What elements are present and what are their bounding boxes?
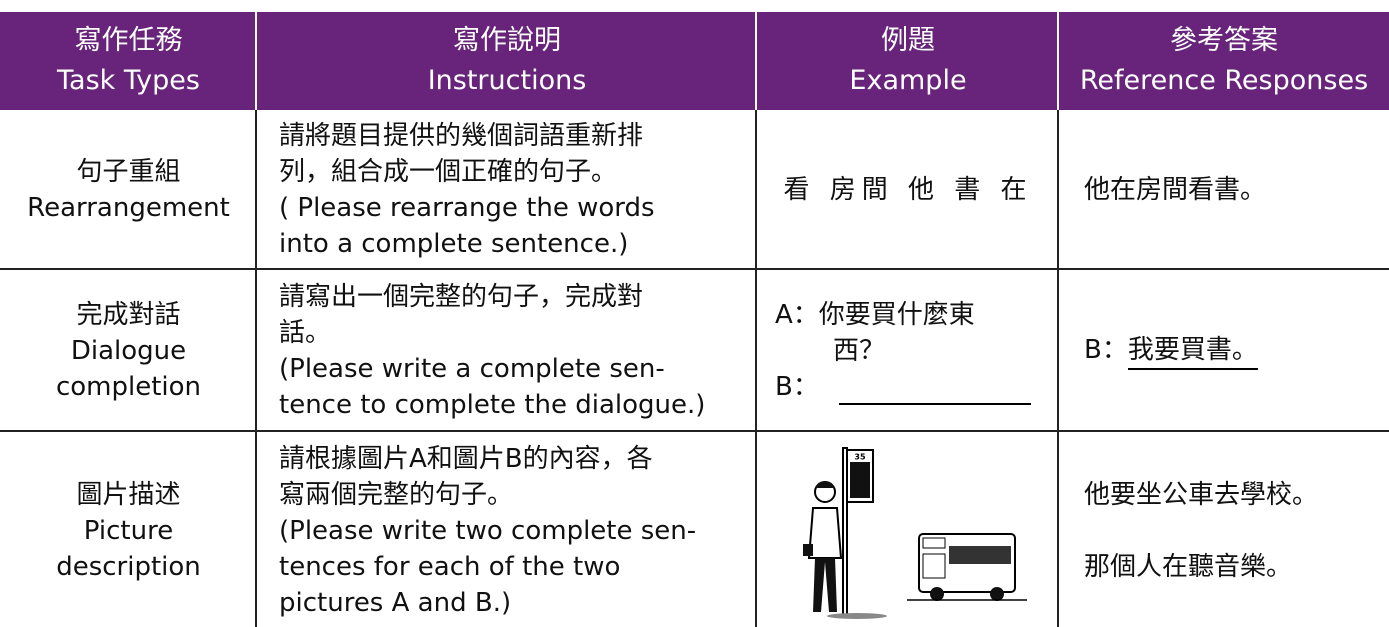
text-line: 看 房間 他 書 在 (783, 175, 1033, 205)
cell: A：你要買什麼東西？ B： (757, 270, 1059, 432)
header-cell: 參考答案 Reference Responses (1059, 12, 1389, 110)
text-line: Picture (83, 515, 174, 546)
cell: 句子重組 Rearrangement (0, 112, 257, 268)
text-line: (Please write a complete sen- (279, 354, 665, 384)
cell: 請將題目提供的幾個詞語重新排 列，組合成一個正確的句子。 ( Please rear… (257, 112, 757, 268)
header-cell: 例題 Example (757, 12, 1059, 110)
row-divider (0, 430, 1389, 432)
cell: 請根據圖片A和圖片B的內容，各 寫兩個完整的句子。 (Please write tw… (257, 434, 757, 627)
header-divider (255, 12, 257, 110)
header-en: Reference Responses (1079, 65, 1369, 96)
cell: 他要坐公車去學校。 那個人在聽音樂。 (1059, 434, 1389, 627)
text-line: Rearrangement (27, 193, 230, 223)
cell: 圖片描述 Picture description (0, 434, 257, 627)
text-line: (Please write two complete sen- (279, 515, 697, 546)
header-cell: 寫作任務 Task Types (0, 12, 257, 110)
row-divider (0, 268, 1389, 270)
answer: 我要買書。 (1127, 332, 1258, 370)
cell: 看 房間 他 書 在 (757, 112, 1059, 268)
text-line: tences for each of the two (279, 551, 621, 582)
speaker: B： (1084, 335, 1128, 365)
text-line: pictures A and B.) (279, 587, 512, 618)
header-zh: 寫作任務 (74, 25, 183, 56)
header-en: Instructions (427, 65, 587, 96)
column-divider (1057, 110, 1059, 627)
cell: 完成對話 Dialogue completion (0, 270, 257, 432)
illustration: 35 (803, 447, 1027, 619)
answer-line: B： 我要買書。 (1084, 332, 1389, 370)
header-divider (755, 12, 757, 110)
text-line: 列，組合成一個正確的句子。 (279, 157, 618, 187)
text-line: Dialogue (70, 336, 187, 366)
sign-number: 35 (854, 453, 866, 462)
cell: B： 我要買書。 (1059, 270, 1389, 432)
text-line: 西？ (833, 336, 886, 366)
text-line: 完成對話 (76, 300, 181, 330)
text-line: 請將題目提供的幾個詞語重新排 (279, 121, 644, 151)
header-zh: 寫作說明 (453, 25, 561, 56)
header-en: Example (849, 65, 967, 96)
text-line: 句子重組 (76, 157, 181, 187)
text-line: completion (55, 372, 202, 402)
text-line: 請根據圖片A和圖片B的內容，各 (279, 443, 653, 474)
text-line: ( Please rearrange the words (279, 193, 655, 223)
text-line: B： (775, 369, 1059, 405)
header-zh: 例題 (881, 25, 935, 56)
answer-blank (838, 381, 1031, 405)
text-line: A：你要買什麼東 (775, 300, 975, 330)
text-line: description (56, 551, 201, 582)
text-line: tence to complete the dialogue.) (279, 390, 706, 420)
text-line: 話。 (279, 318, 332, 348)
header-cell: 寫作說明 Instructions (257, 12, 757, 110)
header-en: Task Types (57, 65, 200, 96)
text-line: 圖片描述 (76, 479, 181, 510)
cell: 他在房間看書。 (1059, 112, 1389, 268)
text-line: into a complete sentence.) (279, 229, 629, 259)
text-line: 他在房間看書。 (1084, 175, 1267, 205)
text-line: 請寫出一個完整的句子，完成對 (279, 282, 644, 312)
column-divider (255, 110, 257, 627)
text-line: 那個人在聽音樂。 (1084, 551, 1293, 582)
cell: 請寫出一個完整的句子，完成對 話。 (Please write a complete… (257, 270, 757, 432)
header-divider (1057, 12, 1059, 110)
header-zh: 參考答案 (1170, 25, 1278, 56)
text-line: 寫兩個完整的句子。 (279, 479, 514, 510)
column-divider (755, 110, 757, 627)
text-line: 他要坐公車去學校。 (1084, 479, 1319, 510)
